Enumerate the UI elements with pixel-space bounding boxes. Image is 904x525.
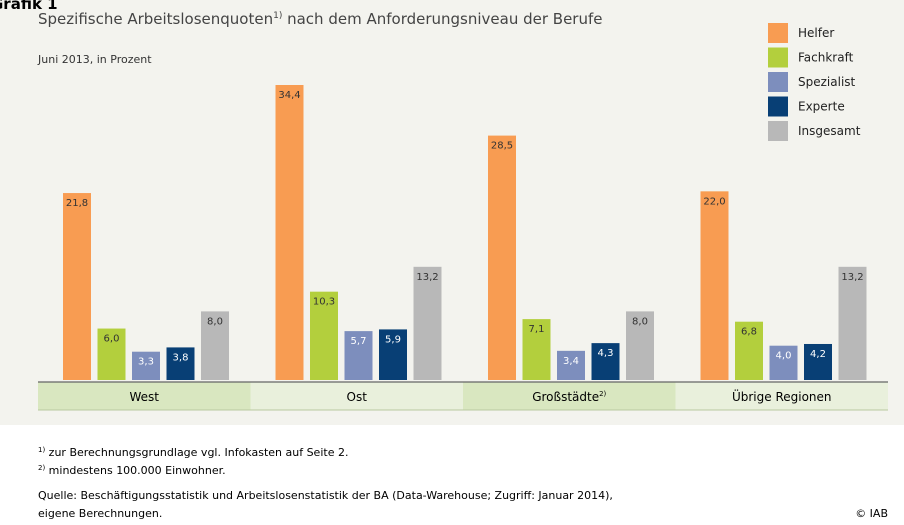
- credit: © IAB: [855, 507, 888, 520]
- bar: [488, 135, 516, 380]
- category-name: Großstädte: [532, 390, 599, 404]
- x-tick-label: Großstädte2): [532, 390, 606, 404]
- heading: Grafik 1: [0, 0, 58, 13]
- value-label: 5,9: [385, 334, 401, 345]
- value-label: 4,0: [776, 351, 792, 362]
- bar: [132, 351, 160, 380]
- value-label: 6,0: [104, 334, 120, 345]
- chart-title: Spezifische Arbeitslosenquoten1) nach de…: [38, 10, 603, 28]
- legend-label: Fachkraft: [798, 51, 854, 65]
- legend-label: Experte: [798, 100, 845, 114]
- bar: [700, 191, 729, 380]
- title-rest: nach dem Anforderungsniveau der Berufe: [282, 10, 602, 28]
- bar: [522, 319, 551, 380]
- value-label: 8,0: [207, 316, 223, 327]
- legend-label: Insgesamt: [798, 124, 861, 138]
- value-label: 4,3: [598, 348, 614, 359]
- value-label: 10,3: [313, 297, 335, 308]
- title-main: Spezifische Arbeitslosenquoten: [38, 10, 273, 28]
- value-label: 8,0: [632, 316, 648, 327]
- source: eigene Berechnungen.: [38, 507, 162, 520]
- bar: [63, 193, 91, 380]
- bar: [379, 329, 407, 380]
- bar: [413, 266, 442, 380]
- category-name: Ost: [347, 390, 368, 404]
- bar: [838, 266, 867, 380]
- value-label: 34,4: [278, 90, 300, 101]
- legend-swatch: [768, 47, 788, 68]
- legend-swatch: [768, 96, 788, 117]
- bar: [626, 311, 654, 380]
- value-label: 7,1: [529, 324, 545, 335]
- footnote-text: mindestens 100.000 Einwohner.: [45, 464, 225, 477]
- bar: [275, 85, 304, 380]
- footnote-mark: 1): [38, 446, 45, 454]
- category-name: West: [129, 390, 159, 404]
- value-label: 5,7: [351, 336, 367, 347]
- category-name: Übrige Regionen: [732, 388, 832, 404]
- category-band: [38, 382, 251, 410]
- footnote: 1) zur Berechnungsgrundlage vgl. Infokas…: [38, 446, 348, 459]
- bar: [591, 343, 620, 380]
- value-label: 3,8: [173, 352, 189, 363]
- value-label: 3,3: [138, 357, 154, 368]
- x-tick-label: Übrige Regionen: [732, 388, 832, 404]
- value-label: 21,8: [66, 198, 88, 209]
- footnote-text: zur Berechnungsgrundlage vgl. Infokasten…: [45, 446, 348, 459]
- value-label: 4,2: [810, 349, 826, 360]
- x-tick-label: West: [129, 390, 159, 404]
- value-label: 3,4: [563, 356, 579, 367]
- bar: [804, 343, 832, 380]
- category-band: [675, 382, 888, 410]
- category-band: [463, 382, 676, 410]
- bar: [166, 347, 195, 380]
- bar: [344, 331, 373, 380]
- legend-label: Helfer: [798, 26, 834, 40]
- source: Quelle: Beschäftigungsstatistik und Arbe…: [38, 489, 613, 502]
- footnote-mark: 2): [38, 464, 45, 472]
- category-note: 2): [599, 390, 606, 398]
- bar: [201, 311, 229, 380]
- value-label: 22,0: [703, 196, 725, 207]
- value-label: 6,8: [741, 327, 757, 338]
- bar: [769, 345, 798, 380]
- x-tick-label: Ost: [347, 390, 368, 404]
- bar: [310, 291, 338, 380]
- category-band: [250, 382, 463, 410]
- title-note: 1): [273, 11, 282, 21]
- bar: [97, 328, 126, 380]
- footnote: 2) mindestens 100.000 Einwohner.: [38, 464, 226, 477]
- legend-swatch: [768, 23, 788, 43]
- legend-swatch: [768, 121, 788, 141]
- value-label: 28,5: [491, 141, 513, 152]
- legend-swatch: [768, 72, 788, 92]
- value-label: 13,2: [841, 272, 863, 283]
- bar: [735, 321, 763, 380]
- value-label: 13,2: [416, 272, 438, 283]
- subtitle: Juni 2013, in Prozent: [37, 53, 152, 66]
- legend-label: Spezialist: [798, 75, 856, 89]
- bar: [557, 350, 585, 380]
